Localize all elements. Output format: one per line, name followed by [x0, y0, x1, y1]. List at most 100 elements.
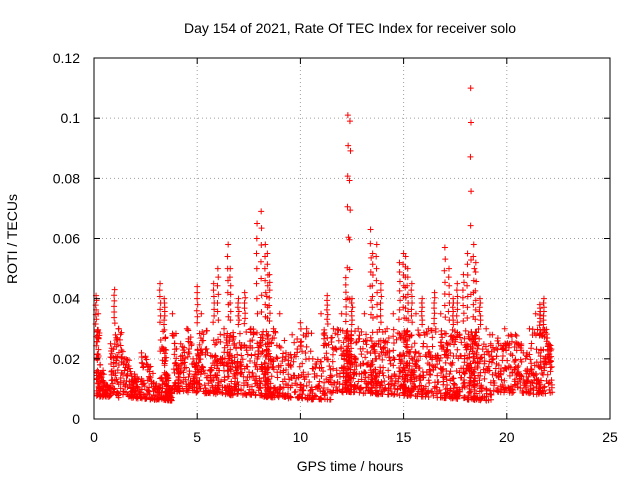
data-point [461, 394, 468, 401]
x-tick-label: 20 [499, 429, 515, 445]
data-point [351, 358, 358, 365]
data-point [272, 329, 279, 336]
data-point [121, 367, 128, 374]
data-point [472, 287, 479, 294]
y-tick-label: 0.02 [53, 351, 80, 367]
data-point [157, 384, 164, 391]
data-point [254, 380, 261, 387]
data-point [384, 391, 391, 398]
data-point [206, 389, 213, 396]
data-point [456, 332, 463, 339]
data-point [203, 345, 210, 352]
data-point [139, 360, 146, 367]
data-point [264, 261, 271, 268]
data-point [178, 361, 185, 368]
data-point [503, 347, 510, 354]
data-point [364, 381, 371, 388]
data-point [537, 377, 544, 384]
data-point [464, 272, 471, 279]
data-point [355, 378, 362, 385]
data-point [467, 336, 474, 343]
data-point [195, 369, 202, 376]
data-point [162, 357, 169, 364]
y-tick-label: 0 [72, 411, 80, 427]
data-point [243, 377, 250, 384]
data-point [408, 366, 415, 373]
data-point [465, 342, 472, 349]
data-point [454, 319, 461, 326]
data-point [342, 281, 349, 288]
data-point [542, 390, 549, 397]
data-point [408, 355, 415, 362]
data-point [201, 370, 208, 377]
data-point [467, 153, 474, 160]
data-point [236, 317, 243, 324]
data-point [493, 353, 500, 360]
data-point [372, 355, 379, 362]
data-point [398, 357, 405, 364]
data-point [355, 325, 362, 332]
data-point [431, 310, 438, 317]
data-point [391, 390, 398, 397]
data-point [318, 358, 325, 365]
data-point [423, 390, 430, 397]
data-point [442, 359, 449, 366]
data-point [483, 385, 490, 392]
data-point [470, 384, 477, 391]
data-point [115, 325, 122, 332]
data-point [472, 329, 479, 336]
data-point [267, 310, 274, 317]
data-point [215, 274, 222, 281]
data-point [361, 310, 368, 317]
data-point [242, 294, 249, 301]
data-point [461, 359, 468, 366]
data-point [184, 386, 191, 393]
data-point [210, 319, 217, 326]
data-point [326, 396, 333, 403]
data-point [226, 338, 233, 345]
data-point [477, 355, 484, 362]
data-point [541, 383, 548, 390]
data-point [479, 346, 486, 353]
data-point [415, 350, 422, 357]
data-point [533, 380, 540, 387]
data-point [434, 361, 441, 368]
data-point [338, 352, 345, 359]
data-point [227, 265, 234, 272]
data-point [517, 356, 524, 363]
data-point [128, 388, 135, 395]
data-point [368, 338, 375, 345]
data-point [247, 325, 254, 332]
data-point [530, 384, 537, 391]
data-point [362, 369, 369, 376]
data-point [374, 289, 381, 296]
data-point [526, 351, 533, 358]
data-point [264, 332, 271, 339]
data-point [443, 352, 450, 359]
data-point [431, 315, 438, 322]
data-point [285, 371, 292, 378]
data-point [271, 385, 278, 392]
data-point [466, 350, 473, 357]
data-point [119, 371, 126, 378]
data-point [334, 326, 341, 333]
data-point [318, 396, 325, 403]
data-point [215, 379, 222, 386]
data-point [266, 279, 273, 286]
data-point [195, 359, 202, 366]
data-point [475, 342, 482, 349]
data-point [242, 310, 249, 317]
x-tick-label: 25 [602, 429, 618, 445]
data-point [291, 389, 298, 396]
data-point [537, 381, 544, 388]
data-point [414, 393, 421, 400]
data-point [364, 348, 371, 355]
data-point [483, 390, 490, 397]
data-point [227, 299, 234, 306]
data-point [225, 277, 232, 284]
data-point [294, 335, 301, 342]
data-point [329, 344, 336, 351]
data-point [352, 384, 359, 391]
data-point [225, 313, 232, 320]
data-point [235, 308, 242, 315]
